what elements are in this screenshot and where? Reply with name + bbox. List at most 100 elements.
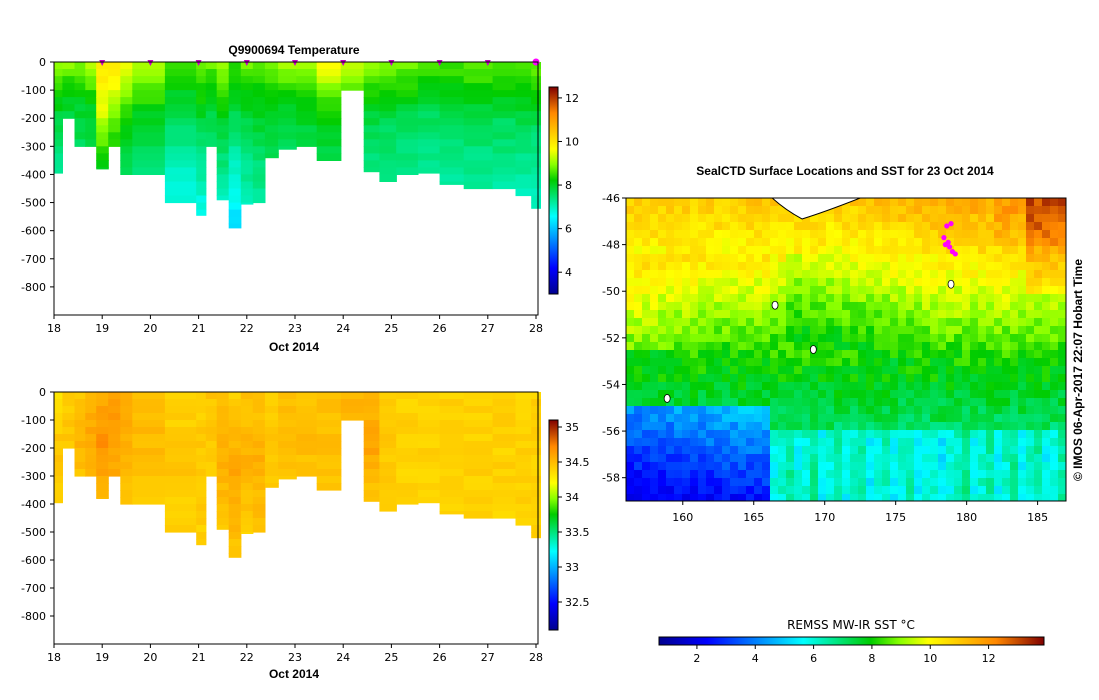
sst-cell [954,382,963,391]
profile-cell [439,111,465,119]
sst-cell [914,342,923,351]
profile-cell [515,90,532,98]
sst-cell [1010,198,1019,207]
sst-cell [746,286,755,295]
sst-cell [722,262,731,271]
profile-cell [120,399,133,407]
sst-cell [1034,334,1043,343]
sst-cell [1002,294,1011,303]
sst-cell [946,478,955,487]
sst-cell [938,454,947,463]
profile-cell [296,455,318,463]
sst-cell [674,214,683,223]
sst-cell [954,270,963,279]
profile-cell [252,97,266,105]
sst-cell [882,454,891,463]
profile-cell [439,153,465,161]
profile-cell [492,104,517,112]
sst-cell [650,342,659,351]
sst-cell [866,390,875,399]
sst-cell [978,294,987,303]
sst-cell [882,430,891,439]
profile-cell [240,434,254,442]
sst-cell [658,414,667,423]
sst-cell [810,470,819,479]
profile-cell [132,427,166,435]
sst-cell [722,214,731,223]
sst-cell [738,478,747,487]
sst-cell [1034,398,1043,407]
sst-cell [962,414,971,423]
profile-cell [85,125,97,133]
profile-cell [264,153,279,159]
profile-cell [264,483,279,488]
sst-cell [922,478,931,487]
sst-cell [642,230,651,239]
profile-cell [463,406,494,414]
profile-cell [515,406,532,414]
profile-cell [228,469,242,477]
sst-cell [778,438,787,447]
sst-cell [1018,358,1027,367]
profile-cell [515,97,532,105]
sst-cell [962,334,971,343]
sst-cell [810,406,819,415]
profile-cell [228,104,242,112]
lon-tick-label: 185 [1027,511,1048,524]
sst-cell [626,446,635,455]
profile-cell [531,139,541,147]
sst-cell [682,358,691,367]
lon-tick-label: 170 [814,511,835,524]
sst-cell [730,462,739,471]
sst-cell [642,342,651,351]
profile-cell [228,532,242,540]
sst-cell [1042,286,1051,295]
sst-cell [754,318,763,327]
sst-cell [738,286,747,295]
sst-cell [994,318,1003,327]
profile-cell [228,392,242,400]
profile-cell [120,455,133,463]
sst-cell [634,470,643,479]
profile-cell [515,111,532,119]
sst-cell [666,422,675,431]
sst-cell [730,334,739,343]
sst-cell [1042,294,1051,303]
profile-cell [205,392,218,400]
sst-cell [658,454,667,463]
sst-cell [666,494,675,501]
sst-cell [1018,246,1027,255]
profile-cell [463,469,494,477]
sst-colorbar-tick-label: 4 [752,652,759,665]
sst-cell [642,206,651,215]
salinity-profiles [54,392,541,558]
x-tick-label: 26 [433,322,447,335]
sst-cell [810,246,819,255]
profile-cell [379,62,397,70]
sst-cell [946,430,955,439]
new-zealand-coast [771,198,861,220]
profile-cell [515,469,532,477]
profile-cell [240,62,254,70]
sst-cell [714,382,723,391]
sst-cell [682,494,691,501]
sst-cell [1042,326,1051,335]
sst-cell [922,222,931,231]
sst-cell [754,238,763,247]
sst-cell [634,486,643,495]
sst-cell [826,342,835,351]
profile-cell [363,139,380,147]
profile-cell [96,392,109,400]
seal-location-marker [952,251,958,257]
sst-cell [722,374,731,383]
sst-cell [858,310,867,319]
profile-cell [252,399,266,407]
profile-cell [96,413,109,421]
sst-cell [986,414,995,423]
sst-cell [650,238,659,247]
profile-cell [363,90,380,98]
sst-cell [666,214,675,223]
profile-cell [120,139,133,147]
sst-cell [834,414,843,423]
sst-cell [674,254,683,263]
